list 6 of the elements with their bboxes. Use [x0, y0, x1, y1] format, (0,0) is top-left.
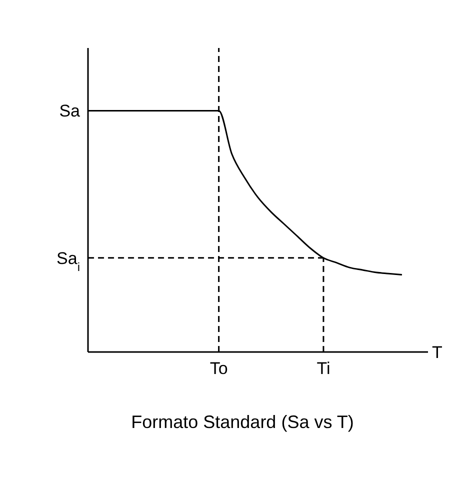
- text: Formato Standard (Sa vs T): [130, 412, 355, 433]
- x-axis-title: T: [432, 343, 442, 362]
- x-tick-label: Ti: [316, 359, 330, 378]
- text: Sa: [59, 102, 81, 121]
- x-tick-label: To: [210, 359, 228, 378]
- ref-line-label: Sa$_{i}$: [56, 248, 80, 274]
